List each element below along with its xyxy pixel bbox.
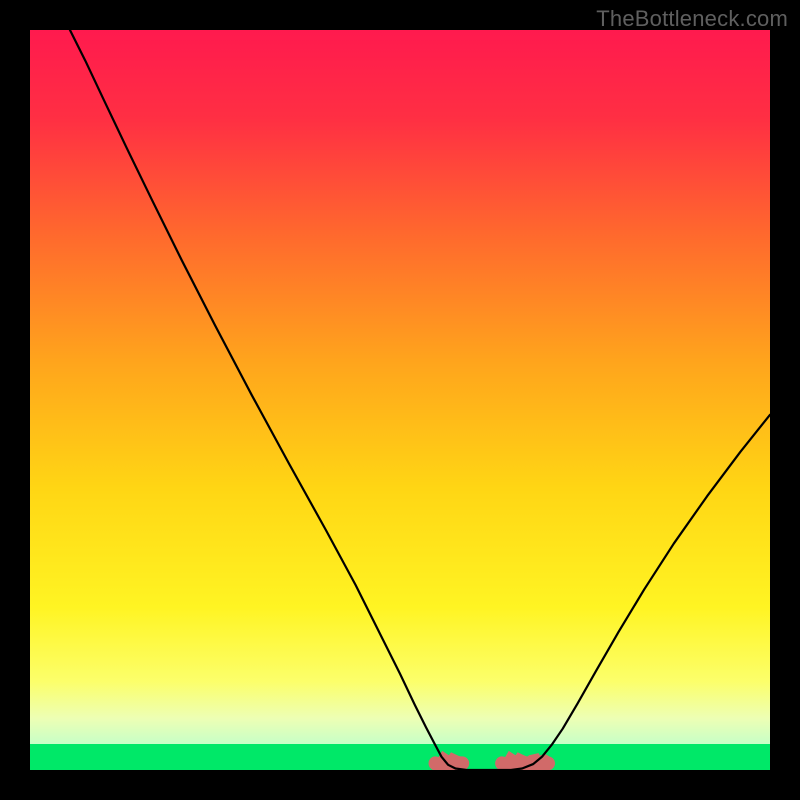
chart-container: TheBottleneck.com <box>0 0 800 800</box>
flat-region-right <box>502 761 548 766</box>
curve-layer <box>30 30 770 770</box>
bottleneck-curve <box>70 30 770 770</box>
watermark-text: TheBottleneck.com <box>596 6 788 32</box>
plot-area <box>30 30 770 770</box>
